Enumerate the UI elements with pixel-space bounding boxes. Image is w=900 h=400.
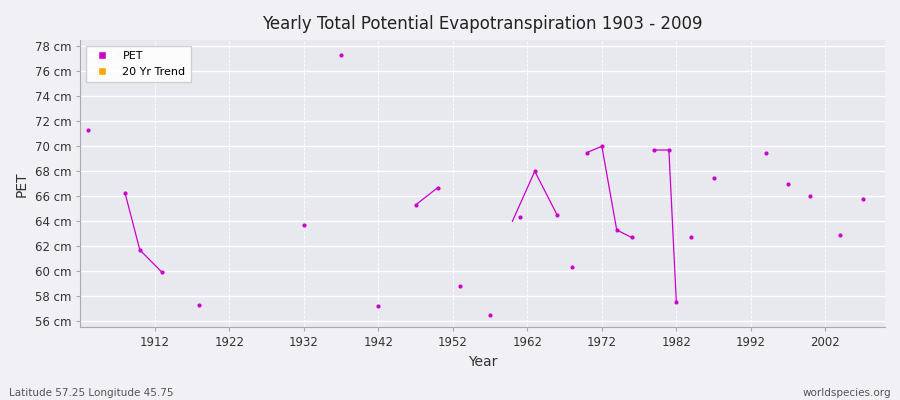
- Point: [132, 247, 147, 253]
- Text: worldspecies.org: worldspecies.org: [803, 388, 891, 398]
- Point: [855, 196, 869, 202]
- Point: [155, 269, 169, 276]
- Point: [625, 234, 639, 241]
- Point: [609, 227, 624, 233]
- Point: [409, 202, 423, 208]
- Point: [118, 189, 132, 196]
- Point: [431, 184, 446, 191]
- Point: [483, 312, 498, 318]
- Point: [371, 303, 385, 309]
- Point: [833, 232, 848, 238]
- Point: [684, 234, 698, 241]
- Point: [297, 222, 311, 228]
- Point: [80, 127, 94, 133]
- Point: [670, 299, 684, 306]
- Point: [662, 147, 676, 153]
- Text: Latitude 57.25 Longitude 45.75: Latitude 57.25 Longitude 45.75: [9, 388, 174, 398]
- Point: [804, 193, 818, 200]
- Point: [647, 147, 662, 153]
- Point: [193, 302, 207, 308]
- Point: [550, 212, 564, 218]
- Point: [759, 149, 773, 156]
- Point: [781, 180, 796, 187]
- Point: [706, 174, 721, 181]
- Point: [595, 143, 609, 150]
- Point: [453, 283, 467, 289]
- Point: [527, 168, 542, 174]
- Point: [334, 52, 348, 58]
- Title: Yearly Total Potential Evapotranspiration 1903 - 2009: Yearly Total Potential Evapotranspiratio…: [263, 15, 703, 33]
- Point: [565, 264, 580, 271]
- Point: [580, 149, 594, 156]
- Point: [513, 214, 527, 221]
- Legend: PET, 20 Yr Trend: PET, 20 Yr Trend: [86, 46, 191, 82]
- X-axis label: Year: Year: [468, 355, 498, 369]
- Y-axis label: PET: PET: [15, 171, 29, 196]
